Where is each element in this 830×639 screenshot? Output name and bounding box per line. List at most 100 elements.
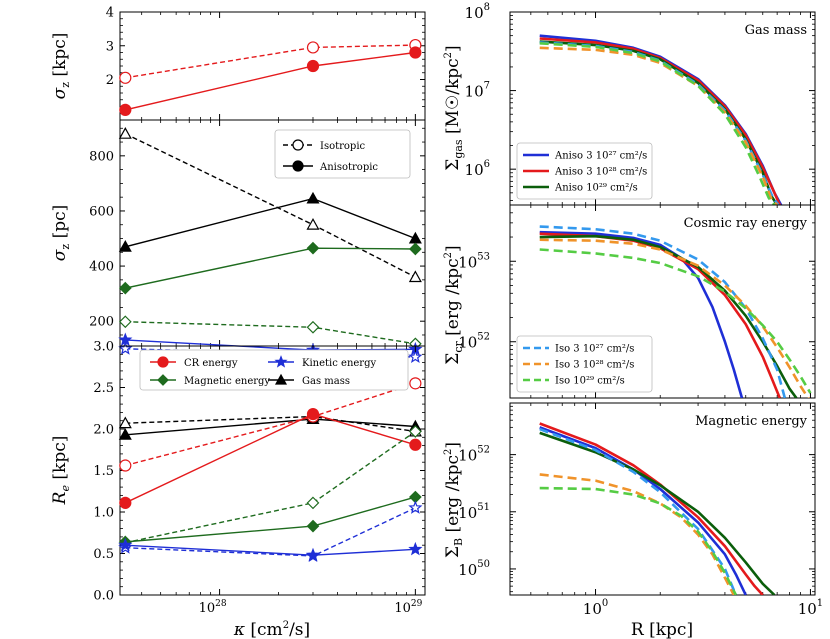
data-point-green-iso: [409, 425, 422, 438]
x-tick-label: 1029: [394, 599, 422, 616]
legend-iso: Iso 3 10²⁷ cm²/s Iso 3 10²⁸ cm²/s Iso 10²⁹…: [516, 335, 653, 393]
series-line-blue-iso: [125, 507, 416, 557]
legend-label-kinetic_energy: Kinetic energy: [302, 358, 376, 369]
sub: B: [452, 538, 465, 546]
data-point-black-aniso: [118, 240, 132, 252]
u1: [cm: [245, 620, 283, 639]
y-tick-label: 2: [106, 73, 114, 88]
sub: gas: [452, 139, 465, 159]
data-point-red-aniso: [119, 496, 132, 509]
exp: 29: [411, 599, 423, 609]
data-point-red-aniso: [119, 103, 132, 116]
y-tick-label: 4: [106, 6, 114, 21]
series-line-lightblue: [539, 427, 738, 595]
data-point-red-aniso: [409, 438, 422, 451]
data-point-black-aniso: [118, 428, 132, 440]
base: 10: [465, 4, 484, 22]
sub: cr: [452, 341, 465, 353]
u1: [M☉/kpc: [443, 58, 463, 139]
series-group: [539, 34, 783, 205]
base: 10: [394, 601, 411, 616]
series-line-red-iso: [125, 382, 416, 467]
data-point-blue-aniso: [118, 537, 133, 552]
sym: κ: [233, 620, 245, 639]
data-point-black-iso: [408, 270, 422, 283]
legend-label-aniso_1: Aniso 3 10²⁷ cm²/s: [554, 151, 647, 162]
legend-components: CR energy Kinetic energy Magnetic energy Ga…: [139, 349, 409, 391]
base: 10: [458, 334, 477, 352]
u1: [erg /kpc: [443, 258, 463, 341]
data-point-green-iso: [306, 496, 320, 510]
y-tick-label: 1.0: [93, 506, 114, 521]
data-point-green-aniso: [306, 519, 320, 533]
legend-marker-cr_energy: [157, 356, 169, 368]
x-axis-label-r: R [kpc]: [631, 620, 693, 639]
y-tick-label: 107: [465, 81, 490, 101]
data-point-black-iso: [306, 217, 320, 230]
y-tick-label: 1051: [458, 502, 490, 522]
data-point-black-aniso: [408, 231, 422, 244]
y-tick-label: 400: [89, 260, 114, 275]
series-line-lightgreen: [539, 248, 812, 394]
series-line-red-iso: [125, 44, 416, 79]
exp: 0: [602, 598, 608, 609]
y-tick-label: 1052: [458, 332, 490, 352]
base: 10: [458, 561, 477, 579]
legend-label-iso_1: Iso 3 10²⁷ cm²/s: [555, 344, 634, 355]
panel-re-kpc: 0.0 0.5 1.0 1.5 2.0 2.5 3.0: [93, 340, 426, 604]
series-group: [539, 225, 812, 398]
exp: 28: [215, 599, 227, 609]
exp: 51: [477, 502, 490, 513]
y-tick-label: 1050: [458, 559, 490, 579]
u1: [erg /kpc: [443, 455, 463, 538]
series-line-green-iso: [125, 430, 416, 544]
unit: [kpc]: [50, 33, 70, 82]
y-axis-label-re: Re [kpc]: [50, 436, 72, 506]
y-tick-label: 200: [89, 315, 114, 330]
x-tick-label: 1028: [199, 599, 227, 616]
series-line-red-aniso: [125, 51, 416, 111]
y-axis-label-sigma-cr: Σcr [erg /kpc2]: [443, 245, 465, 364]
panel-sigma-z-pc: 200 400 600 800: [89, 119, 426, 364]
u3: /s]: [289, 620, 310, 639]
data-point-green-aniso: [118, 281, 132, 295]
panel-annotation: Magnetic energy: [695, 414, 808, 429]
data-point-blue-aniso: [305, 547, 321, 562]
series-line-darkgreen: [539, 431, 776, 595]
series-line-orange: [539, 473, 735, 595]
base: 10: [583, 600, 602, 618]
data-point-green-iso: [306, 320, 320, 334]
series-line-blue: [539, 426, 747, 595]
exp: 50: [477, 559, 490, 570]
data-point-black-iso: [118, 127, 132, 139]
series-group: [539, 422, 776, 595]
unit: [pc]: [50, 205, 70, 244]
data-point-blue-iso: [408, 349, 423, 364]
axes-frame: [509, 204, 816, 399]
series-line-red: [539, 37, 781, 205]
y-axis-label-sigma-z-pc: σz [pc]: [50, 205, 72, 261]
data-point-green-aniso: [306, 241, 320, 255]
legend-label-iso_3: Iso 10²⁹ cm²/s: [555, 376, 625, 387]
data-point-red-iso: [409, 377, 422, 390]
y-axis-label-sigma-b: ΣB [erg /kpc2]: [443, 442, 465, 558]
x-axis-label-kappa: κ [cm2/s]: [233, 620, 310, 639]
legend-marker-kinetic_energy: [274, 355, 288, 368]
legend-marker-aniso: [292, 160, 304, 172]
base: 10: [465, 83, 484, 101]
base: 10: [199, 601, 216, 616]
legend-label-iso_2: Iso 3 10²⁸ cm²/s: [555, 360, 634, 371]
y-axis-label-sigma-z-kpc: σz [kpc]: [50, 33, 72, 100]
y-tick-label: 0.0: [93, 589, 114, 604]
u2: 2: [443, 52, 454, 58]
sub: e: [59, 485, 72, 492]
y-tick-label: 1053: [458, 251, 490, 271]
sym: Σ: [443, 159, 463, 171]
legend-marker-iso: [292, 139, 304, 151]
legend-box: [139, 349, 409, 391]
data-point-red-aniso: [306, 407, 320, 421]
legend-label-aniso_3: Aniso 10²⁹ cm²/s: [554, 183, 638, 194]
